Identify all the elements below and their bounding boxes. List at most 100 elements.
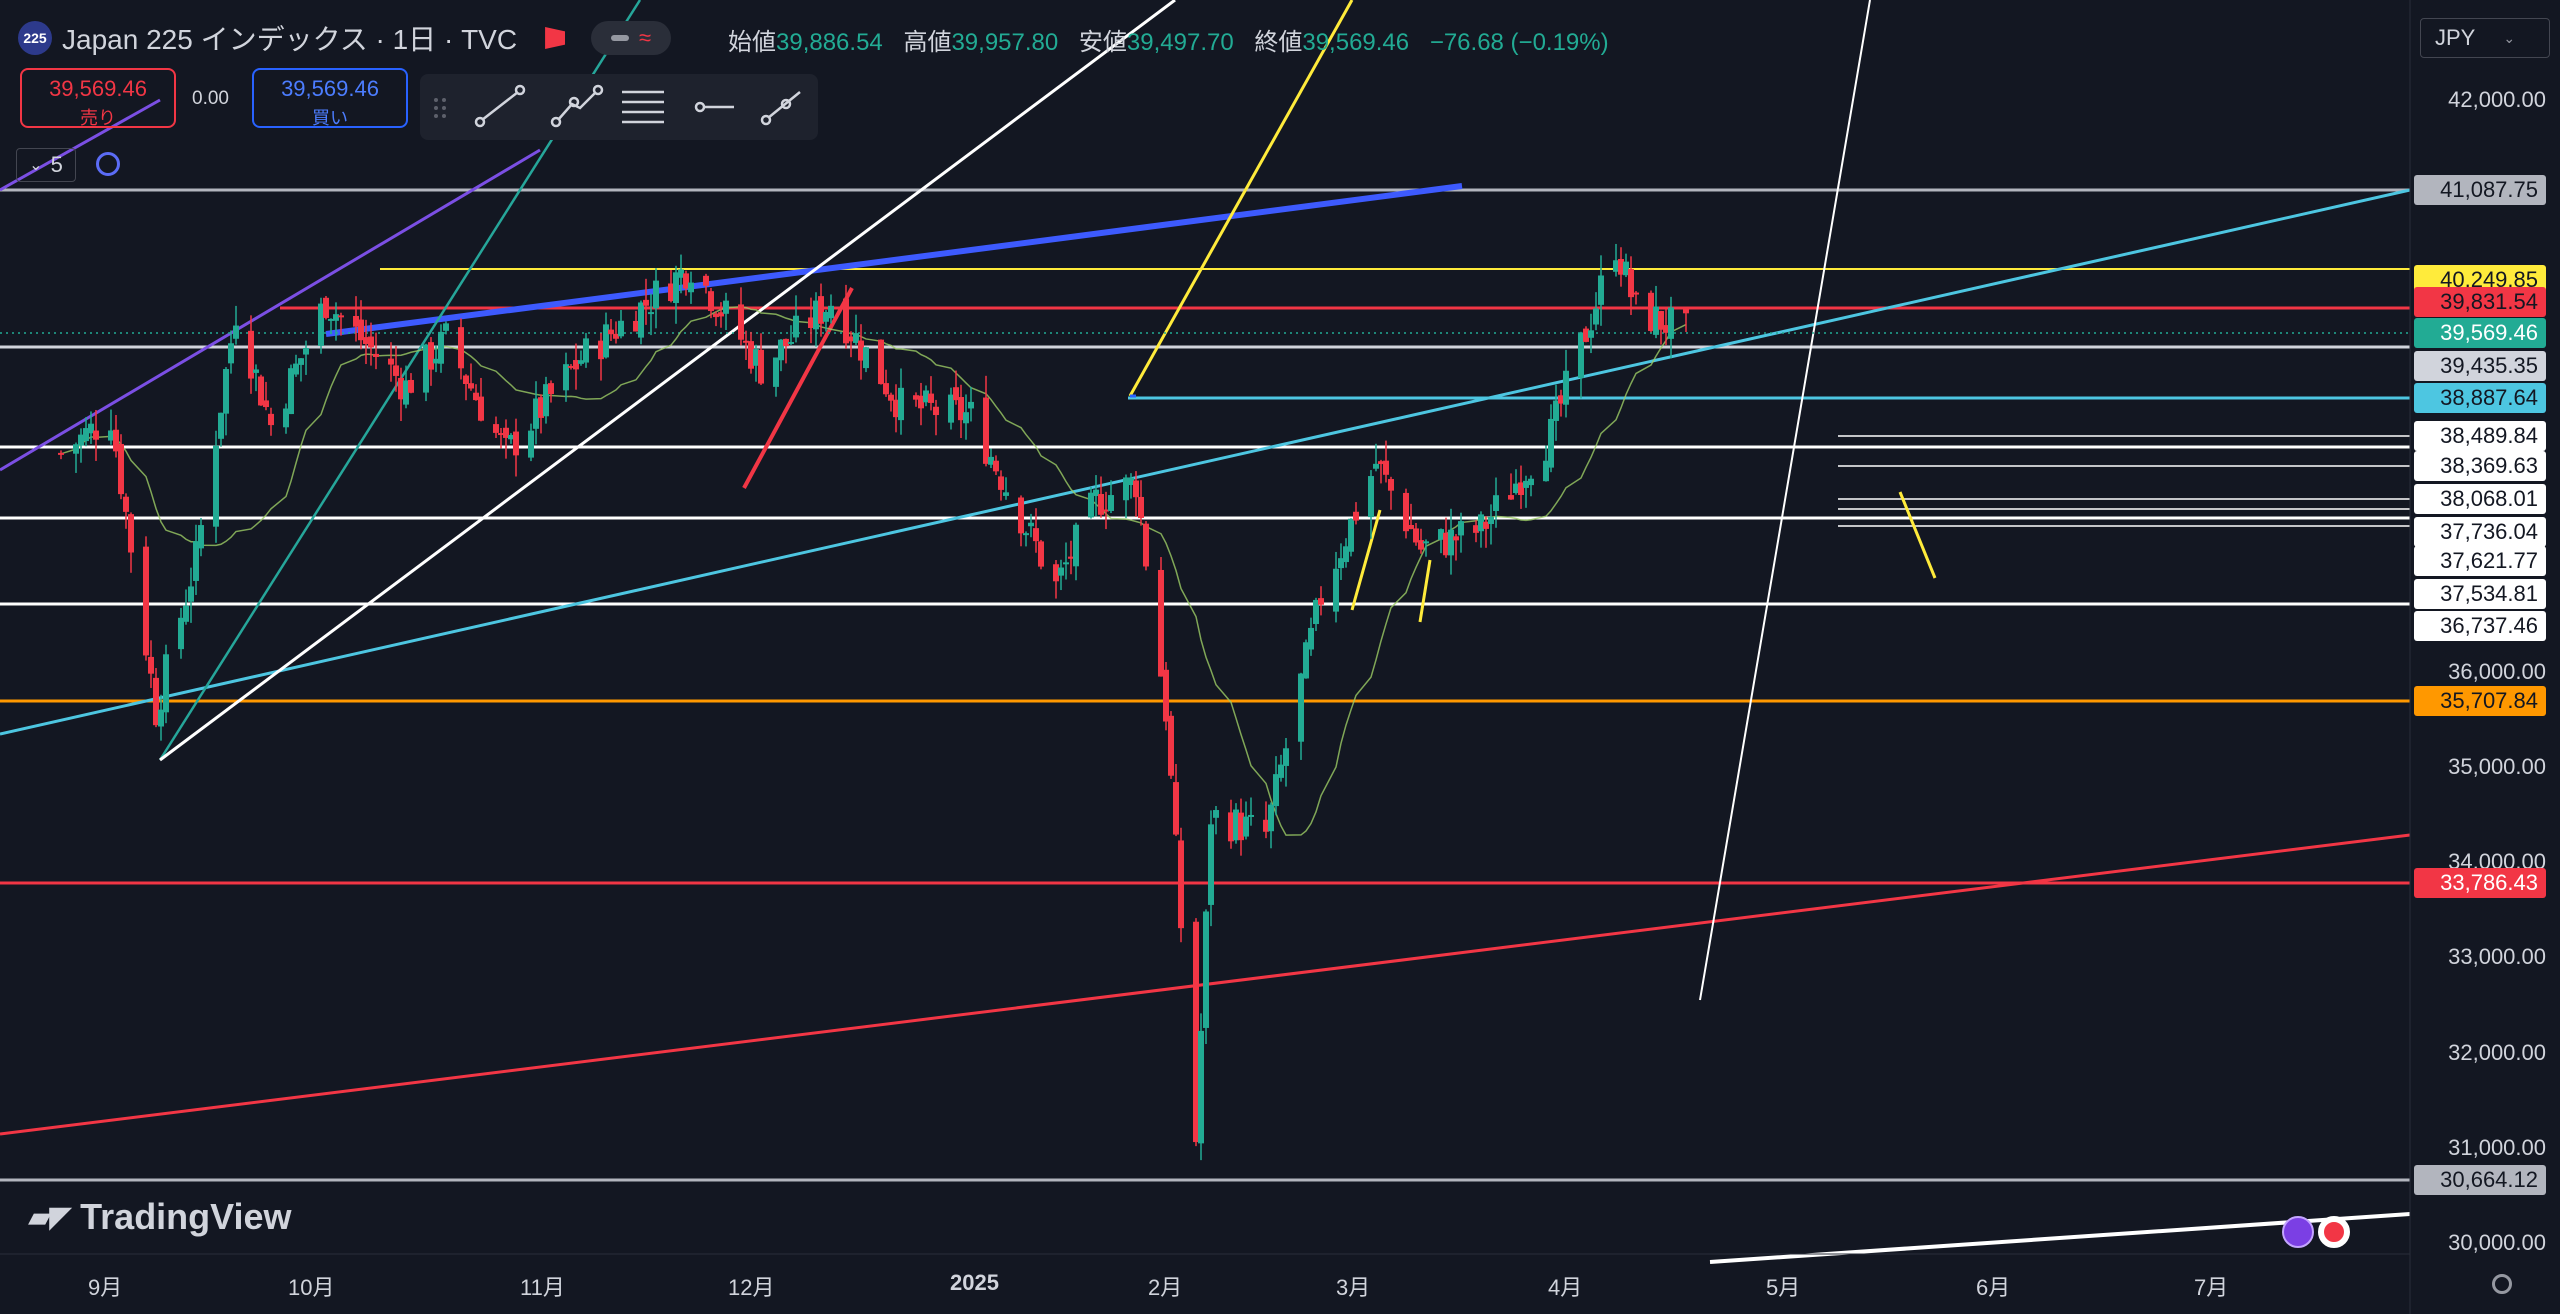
symbol-header[interactable]: 225 Japan 225 インデックス · 1日 · TVC ≈	[18, 18, 672, 58]
candle-body	[1093, 489, 1099, 497]
currency-select[interactable]: JPY ⌄	[2420, 18, 2550, 58]
polyline-tool-icon[interactable]	[550, 84, 604, 128]
candle-body	[283, 408, 289, 428]
candle-body	[158, 709, 164, 727]
fib-levels-tool-icon[interactable]	[622, 90, 664, 124]
candle-body	[1333, 568, 1339, 612]
candle-body	[1663, 325, 1669, 333]
candle-body	[368, 336, 374, 348]
candle-body	[888, 394, 894, 401]
candle-body	[793, 315, 799, 338]
candle-body	[148, 656, 154, 674]
trendline[interactable]	[159, 0, 1176, 762]
price-level-tag[interactable]: 33,786.43	[2414, 868, 2546, 898]
trendline[interactable]	[1898, 491, 1937, 579]
indicators-toggle[interactable]: ⌄ 5	[16, 148, 76, 182]
trendline[interactable]	[1128, 0, 1354, 397]
settings-icon[interactable]	[2492, 1274, 2512, 1294]
trendline[interactable]	[325, 183, 1463, 337]
candle-body	[1353, 511, 1359, 521]
candle-body	[1578, 332, 1584, 378]
candle-body	[323, 297, 329, 318]
candle-body	[388, 358, 394, 365]
candle-body	[968, 401, 974, 409]
candle-body	[1228, 812, 1234, 842]
price-level-tag[interactable]: 38,068.01	[2414, 484, 2546, 514]
candle-body	[493, 424, 499, 433]
horizontal-ray-tool-icon[interactable]	[694, 101, 734, 113]
time-tick: 2025	[950, 1270, 999, 1295]
trendline[interactable]	[1699, 0, 1871, 1001]
price-level-tag[interactable]: 37,534.81	[2414, 579, 2546, 609]
buy-button[interactable]: 39,569.46 買い	[252, 68, 408, 128]
price-level-tag[interactable]: 37,621.77	[2414, 546, 2546, 576]
alert-badges[interactable]	[2282, 1216, 2350, 1248]
trendline[interactable]	[742, 287, 854, 489]
trendline-tool-icon[interactable]	[474, 84, 526, 128]
price-level-tag[interactable]: 39,831.54	[2414, 287, 2546, 317]
price-level-tag[interactable]: 37,736.04	[2414, 517, 2546, 547]
trendline[interactable]	[0, 98, 161, 192]
sell-button[interactable]: 39,569.46 売り	[20, 68, 176, 128]
candle-body	[1518, 482, 1524, 495]
trendline[interactable]	[0, 148, 541, 472]
price-level-tag[interactable]: 38,887.64	[2414, 383, 2546, 413]
price-tick: 36,000.00	[2448, 658, 2546, 684]
ray-tool-icon[interactable]	[760, 91, 801, 126]
price-level-tag[interactable]: 30,664.12	[2414, 1165, 2546, 1195]
candle-body	[1383, 460, 1389, 475]
trendline[interactable]	[1418, 559, 1432, 623]
lightning-icon[interactable]	[2282, 1216, 2314, 1248]
sync-icon[interactable]	[96, 152, 120, 176]
price-level-tag[interactable]: 41,087.75	[2414, 175, 2546, 205]
candle-body	[1473, 525, 1479, 533]
record-icon[interactable]	[2318, 1216, 2350, 1248]
price-tick: 35,000.00	[2448, 753, 2546, 779]
price-level-tag[interactable]: 35,707.84	[2414, 686, 2546, 716]
price-level-tag[interactable]: 38,489.84	[2414, 421, 2546, 451]
candle-body	[543, 384, 549, 417]
candle-body	[898, 387, 904, 421]
time-tick: 12月	[728, 1275, 775, 1300]
drag-handle-icon[interactable]	[434, 98, 446, 118]
price-level-tag[interactable]: 36,737.46	[2414, 611, 2546, 641]
candle-body	[608, 329, 614, 335]
candle-body	[1198, 1030, 1204, 1144]
chart-mode-toggle[interactable]: ≈	[591, 21, 672, 55]
ohlc-high: 39,957.80	[951, 29, 1059, 56]
candle-body	[363, 337, 369, 344]
time-tick: 2月	[1148, 1275, 1183, 1300]
candle-body	[563, 364, 569, 391]
candle-body	[1338, 558, 1344, 569]
candle-body	[118, 443, 124, 495]
candle-body	[373, 353, 379, 357]
trendline[interactable]	[1350, 509, 1382, 611]
candle-body	[933, 406, 939, 416]
price-level-tag[interactable]: 38,369.63	[2414, 451, 2546, 481]
candle-body	[1123, 477, 1129, 501]
time-tick: 6月	[1976, 1275, 2011, 1300]
drawing-toolbar[interactable]	[420, 74, 818, 140]
candle-body	[1343, 546, 1349, 563]
flag-icon[interactable]	[545, 27, 566, 49]
candle-body	[1403, 492, 1409, 532]
candle-body	[678, 269, 684, 278]
candle-body	[1018, 497, 1024, 534]
trendline[interactable]	[0, 188, 2411, 736]
candle-body	[1633, 292, 1639, 295]
symbol-logo: 225	[18, 21, 52, 55]
candle-body	[253, 369, 259, 373]
candle-body	[648, 312, 654, 315]
candle-body	[848, 336, 854, 342]
candle-body	[1628, 269, 1634, 298]
price-level-tag[interactable]: 39,435.35	[2414, 351, 2546, 381]
candle-body	[1193, 921, 1199, 1143]
candle-body	[473, 392, 479, 401]
chart-title[interactable]: Japan 225 インデックス · 1日 · TVC	[62, 24, 518, 55]
brand-name: TradingView	[80, 1196, 292, 1237]
price-level-tag[interactable]: 39,569.46	[2414, 318, 2546, 348]
candle-body	[438, 331, 444, 364]
sell-price: 39,569.46	[49, 76, 147, 101]
candle-body	[478, 396, 484, 421]
